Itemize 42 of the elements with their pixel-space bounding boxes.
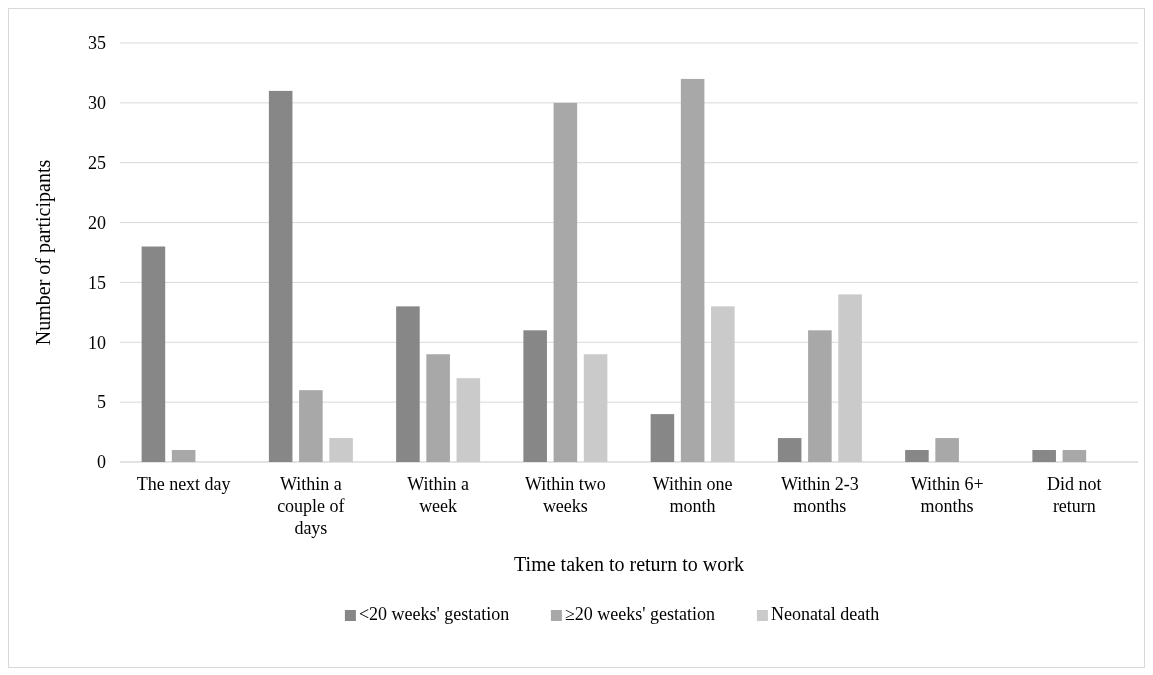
y-tick-label: 5: [97, 392, 106, 413]
y-axis-title: Number of participants: [32, 159, 55, 346]
bar: [650, 414, 675, 462]
bar: [905, 450, 929, 462]
bar: [329, 438, 353, 462]
bar: [1032, 450, 1056, 462]
x-tick-label: Did not return: [1047, 474, 1102, 516]
bar: [711, 306, 735, 462]
x-tick-label: The next day: [136, 474, 231, 494]
bar: [777, 438, 802, 462]
y-tick-label: 25: [88, 153, 106, 174]
x-tick-label: Within 6+ months: [910, 474, 984, 516]
bar: [808, 330, 832, 462]
legend-label: ≥20 weeks' gestation: [564, 604, 715, 624]
bar: [299, 390, 323, 462]
bar: [268, 90, 293, 462]
bar: [935, 438, 959, 462]
y-tick-label: 0: [97, 452, 106, 473]
legend-label: Neonatal death: [770, 604, 880, 624]
bar: [583, 354, 608, 462]
y-tick-label: 30: [88, 93, 106, 114]
x-tick-label: Within a week: [407, 474, 470, 516]
x-tick-label: Within two weeks: [524, 474, 606, 516]
x-tick-label: Within one month: [652, 474, 733, 516]
bar: [523, 330, 547, 462]
bar: [553, 102, 578, 462]
y-tick-label: 20: [88, 212, 106, 233]
x-axis-title: Time taken to return to work: [514, 553, 744, 575]
bar: [426, 354, 450, 462]
x-tick-label: Within a couple of days: [277, 474, 345, 538]
bar: [141, 246, 166, 462]
y-tick-label: 10: [88, 332, 106, 353]
bar: [680, 78, 705, 462]
x-tick-label: Within 2-3 months: [780, 474, 859, 516]
bar: [838, 294, 862, 462]
y-tick-label: 35: [88, 33, 106, 54]
legend-label: <20 weeks' gestation: [358, 604, 510, 624]
bar: [396, 306, 420, 462]
bar: [1062, 450, 1087, 462]
bar: [171, 450, 196, 462]
bar: [456, 378, 481, 462]
y-tick-label: 15: [88, 272, 106, 293]
